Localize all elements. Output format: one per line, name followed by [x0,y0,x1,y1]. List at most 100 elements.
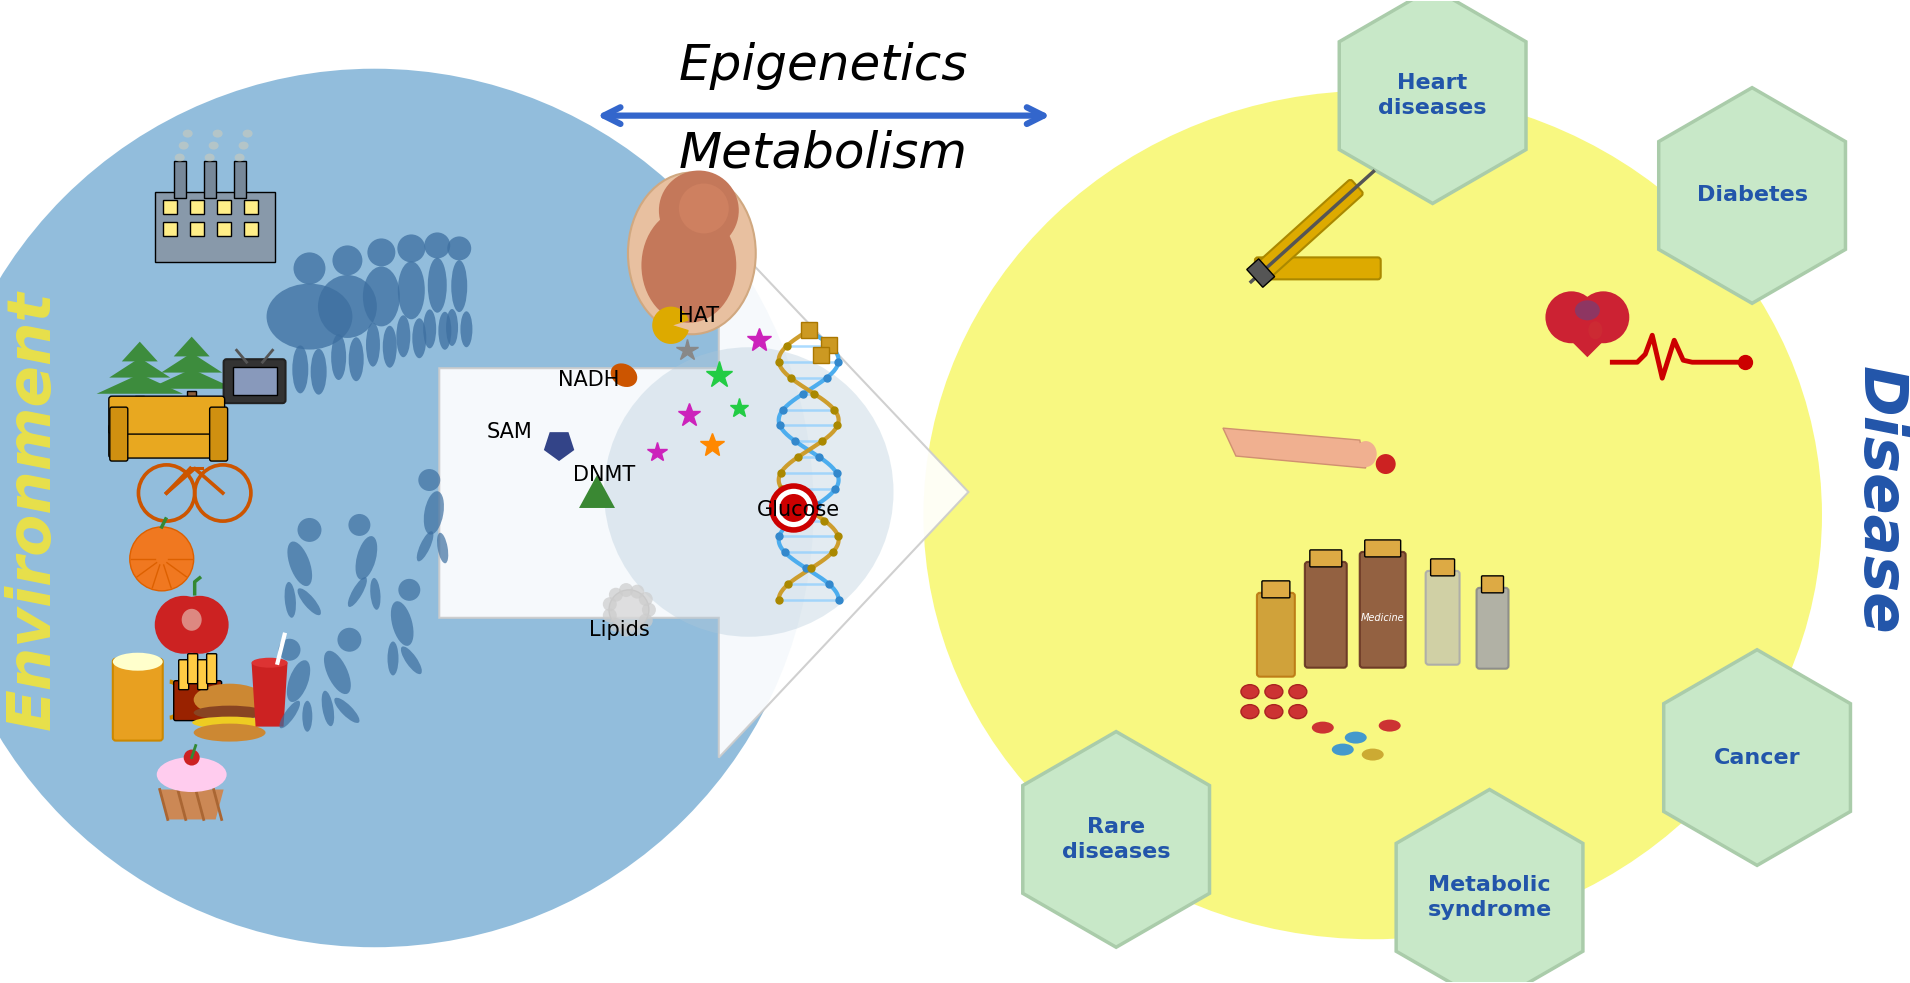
Circle shape [418,469,441,491]
Polygon shape [160,353,222,373]
FancyBboxPatch shape [162,201,178,214]
Circle shape [779,494,808,522]
Polygon shape [149,369,235,388]
FancyBboxPatch shape [187,391,197,409]
Ellipse shape [397,261,424,319]
Polygon shape [1658,87,1845,304]
Polygon shape [160,789,223,820]
Text: Lipids: Lipids [588,619,649,640]
Circle shape [447,237,472,260]
Polygon shape [544,433,575,461]
Ellipse shape [243,130,252,138]
FancyBboxPatch shape [109,396,225,434]
Ellipse shape [367,322,380,367]
Ellipse shape [174,153,185,161]
Ellipse shape [193,723,265,741]
Ellipse shape [348,577,367,607]
FancyBboxPatch shape [244,222,258,237]
Ellipse shape [113,653,162,670]
Ellipse shape [183,130,193,138]
Ellipse shape [642,208,735,322]
Circle shape [367,239,395,266]
FancyBboxPatch shape [210,407,227,461]
Ellipse shape [460,312,472,347]
Ellipse shape [1242,685,1259,699]
FancyBboxPatch shape [197,660,208,690]
Circle shape [348,514,371,536]
Ellipse shape [311,349,327,394]
Circle shape [630,621,644,635]
Ellipse shape [330,334,346,380]
FancyBboxPatch shape [1305,562,1347,667]
Ellipse shape [1576,301,1601,320]
Circle shape [399,579,420,601]
FancyBboxPatch shape [113,659,162,740]
Ellipse shape [1354,441,1377,467]
Circle shape [638,592,653,606]
FancyBboxPatch shape [233,160,246,199]
Ellipse shape [279,701,300,728]
Circle shape [659,170,739,251]
Circle shape [1578,291,1629,343]
Circle shape [772,486,816,530]
FancyBboxPatch shape [1360,551,1406,667]
FancyBboxPatch shape [204,160,216,199]
Polygon shape [1547,318,1627,357]
FancyBboxPatch shape [233,368,277,395]
FancyBboxPatch shape [180,660,189,690]
FancyBboxPatch shape [1482,576,1503,593]
Ellipse shape [1379,720,1400,731]
Ellipse shape [397,316,411,357]
Text: HAT: HAT [678,307,720,326]
Text: SAM: SAM [487,422,533,442]
Polygon shape [1339,0,1526,203]
Circle shape [0,69,814,948]
Ellipse shape [1362,749,1383,761]
Ellipse shape [235,153,244,161]
Polygon shape [439,228,968,758]
Circle shape [397,234,426,262]
FancyBboxPatch shape [162,222,178,237]
Polygon shape [579,475,615,508]
Ellipse shape [252,658,288,667]
Ellipse shape [447,309,458,346]
Circle shape [1375,454,1396,474]
Circle shape [279,639,300,661]
Ellipse shape [350,337,363,381]
Text: Metabolic
syndrome: Metabolic syndrome [1427,875,1551,920]
Polygon shape [174,336,210,357]
Text: Disease: Disease [1849,366,1908,634]
Polygon shape [1022,731,1209,948]
FancyBboxPatch shape [1257,593,1295,676]
Ellipse shape [180,142,189,149]
Ellipse shape [1289,705,1306,719]
Ellipse shape [424,310,435,348]
Text: Glucose: Glucose [756,500,840,520]
Circle shape [678,184,730,233]
Circle shape [609,618,623,632]
Text: NADH: NADH [558,371,619,390]
Polygon shape [97,374,183,394]
Ellipse shape [267,284,353,350]
Circle shape [604,598,617,611]
Ellipse shape [286,661,309,702]
Text: Metabolism: Metabolism [680,130,968,178]
Polygon shape [1664,650,1851,865]
Circle shape [642,603,655,616]
FancyBboxPatch shape [187,654,197,684]
FancyBboxPatch shape [206,654,216,684]
FancyBboxPatch shape [189,222,204,237]
Circle shape [604,608,617,622]
FancyBboxPatch shape [1431,559,1455,576]
Ellipse shape [451,260,468,312]
Polygon shape [1222,429,1366,468]
FancyBboxPatch shape [1255,258,1381,279]
Ellipse shape [923,90,1822,940]
Ellipse shape [371,578,380,609]
Circle shape [298,518,321,542]
FancyBboxPatch shape [1259,180,1362,277]
Ellipse shape [413,318,426,358]
Ellipse shape [317,275,376,338]
Ellipse shape [611,364,638,387]
Circle shape [170,596,229,654]
